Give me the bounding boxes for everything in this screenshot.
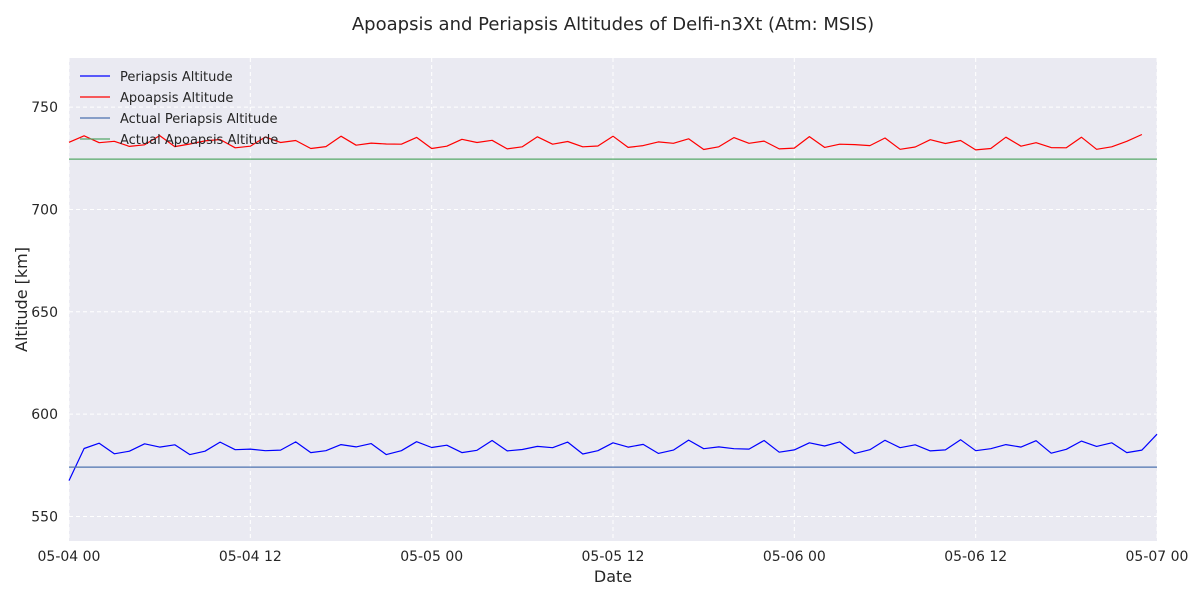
series-layer (68, 133, 1158, 481)
x-tick-label: 05-06 12 (944, 549, 1007, 565)
y-tick-label: 600 (31, 407, 58, 423)
y-tick-label: 650 (31, 305, 58, 321)
x-tick-label: 05-04 00 (38, 549, 101, 565)
chart-title: Apoapsis and Periapsis Altitudes of Delf… (352, 14, 874, 35)
x-tick-label: 05-06 00 (763, 549, 826, 565)
x-tick-labels: 05-04 00 05-04 12 05-05 00 05-05 12 05-06 00… (38, 549, 1189, 565)
legend-label-apoapsis-altitude: Apoapsis Altitude (120, 91, 233, 106)
apoapsis-altitude-line (68, 133, 1143, 151)
periapsis-altitude-line (68, 433, 1158, 481)
y-tick-label: 700 (31, 202, 58, 218)
legend-label-actual-apoapsis-altitude: Actual Apoapsis Altitude (120, 133, 278, 148)
x-gridlines (68, 58, 1158, 541)
y-tick-label: 550 (31, 509, 58, 525)
x-tick-label: 05-05 12 (582, 549, 645, 565)
legend-label-periapsis-altitude: Periapsis Altitude (120, 70, 233, 85)
x-tick-label: 05-04 12 (219, 549, 282, 565)
y-axis-label: Altitude [km] (12, 247, 31, 352)
y-tick-labels: 550 600 650 700 750 (31, 100, 58, 525)
y-tick-label: 750 (31, 100, 58, 116)
y-gridlines (69, 106, 1157, 517)
x-axis-label: Date (594, 567, 632, 586)
legend: Periapsis Altitude Apoapsis Altitude Actua… (80, 70, 278, 148)
x-tick-label: 05-05 00 (400, 549, 463, 565)
legend-label-actual-periapsis-altitude: Actual Periapsis Altitude (120, 112, 278, 127)
x-tick-label: 05-07 00 (1126, 549, 1189, 565)
